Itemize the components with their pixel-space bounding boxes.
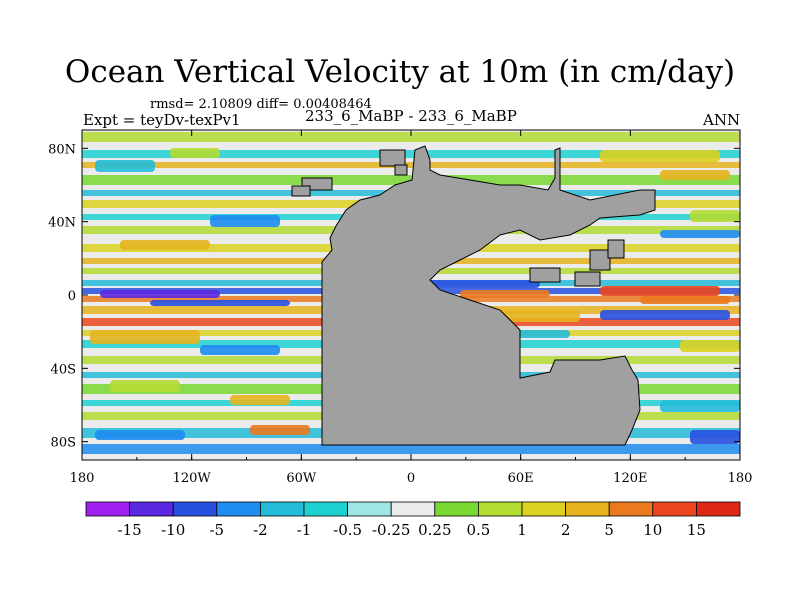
colorbar-swatch: [434, 501, 479, 517]
colorbar-swatch: [303, 501, 348, 517]
field-patch: [250, 425, 310, 435]
comparison-label: 233_6_MaBP - 233_6_MaBP: [305, 107, 517, 125]
field-patch: [95, 430, 185, 440]
field-patch: [600, 310, 730, 320]
colorbar-swatch: [347, 501, 392, 517]
x-tick-label: 0: [407, 471, 415, 486]
land-fragment: [574, 271, 601, 287]
field-patch: [210, 215, 280, 227]
colorbar-label: -2: [253, 521, 268, 539]
field-patch: [100, 290, 220, 298]
land-fragment: [379, 149, 406, 167]
colorbar-label: -0.25: [372, 521, 410, 539]
field-patch: [170, 148, 220, 158]
field-patch: [460, 290, 550, 298]
x-tick-label: 120E: [613, 471, 647, 486]
field-patch: [600, 150, 720, 162]
field-patch: [120, 240, 210, 250]
field-patch: [600, 286, 720, 296]
colorbar-label: -1: [297, 521, 312, 539]
field-patch: [420, 280, 540, 288]
colorbar-swatch: [259, 501, 305, 517]
land-fragment: [394, 164, 408, 176]
y-tick-label: 0: [68, 289, 76, 304]
land-mask: [291, 145, 656, 446]
field-patch: [230, 395, 290, 405]
x-tick-label: 180: [728, 471, 753, 486]
y-tick-label: 40S: [51, 362, 76, 377]
field-patch: [690, 210, 740, 222]
colorbar-swatch: [85, 501, 130, 517]
colorbar-label: -5: [209, 521, 224, 539]
colorbar-swatch: [216, 501, 261, 517]
y-axis: 80N 40N 0 40S 80S: [48, 142, 740, 451]
field-patch: [660, 170, 730, 180]
colorbar-swatch: [565, 501, 610, 517]
field-patch: [660, 400, 740, 412]
y-tick-label: 40N: [48, 216, 76, 231]
stats-label: rmsd= 2.10809 diff= 0.00408464: [150, 97, 372, 112]
colorbar-label: 2: [561, 521, 571, 539]
land-fragment: [607, 239, 625, 259]
colorbar-label: 10: [643, 521, 662, 539]
colorbar-label: -0.5: [333, 521, 362, 539]
colorbar-swatch: [521, 501, 566, 517]
colorbar-swatch: [390, 501, 436, 517]
x-tick-label: 60W: [286, 471, 317, 486]
land-mass: [321, 145, 656, 446]
colorbar-label: -10: [161, 521, 185, 539]
field-patch: [690, 430, 740, 444]
y-tick-label: 80N: [48, 142, 76, 157]
field-band: [82, 132, 740, 142]
x-tick-label: 60E: [508, 471, 534, 486]
colorbar-label: 5: [604, 521, 614, 539]
field-patch: [95, 160, 155, 172]
colorbar-swatch: [696, 501, 741, 517]
field-band: [82, 150, 740, 158]
colorbar-swatch: [608, 501, 654, 517]
field-patch: [150, 300, 290, 306]
season-label: ANN: [703, 111, 741, 129]
land-fragment: [589, 249, 611, 271]
x-axis: 180 120W 60W 0 60E 120E 180: [70, 130, 753, 486]
colorbar-swatch: [172, 501, 218, 517]
land-fragment: [291, 185, 311, 197]
field-band: [82, 444, 740, 454]
colorbar-swatch: [652, 501, 697, 517]
field-patch: [640, 296, 730, 304]
experiment-label: Expt = teyDv-texPv1: [83, 111, 241, 129]
colorbar-label: 0.25: [418, 521, 451, 539]
colorbar: -15 -10 -5 -2 -1 -0.5 -0.25 0.25 0.5 1 2 5 10 15: [85, 501, 741, 539]
x-tick-label: 120W: [173, 471, 212, 486]
field-patch: [110, 380, 180, 392]
field-patch: [90, 330, 200, 344]
field-patch: [680, 340, 740, 352]
field-patch: [200, 345, 280, 355]
colorbar-label: -15: [118, 521, 142, 539]
land-fragment: [529, 267, 561, 283]
colorbar-label: 0.5: [466, 521, 490, 539]
colorbar-swatch: [477, 501, 523, 517]
field-band: [82, 162, 740, 168]
field-patch: [660, 230, 740, 238]
y-tick-label: 80S: [51, 436, 76, 451]
x-tick-label: 180: [70, 471, 95, 486]
colorbar-swatch: [129, 501, 174, 517]
colorbar-label: 1: [517, 521, 527, 539]
chart-title: Ocean Vertical Velocity at 10m (in cm/da…: [64, 54, 736, 90]
colorbar-label: 15: [687, 521, 706, 539]
